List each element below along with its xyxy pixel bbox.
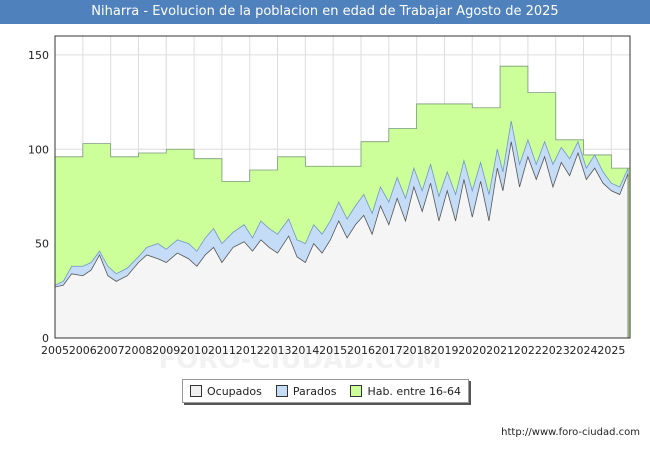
legend-swatch-parados [275, 385, 288, 397]
y-tick-label: 100 [28, 143, 49, 156]
legend: Ocupados Parados Hab. entre 16-64 [182, 379, 469, 403]
x-tick-label: 2020 [458, 344, 486, 357]
x-tick-label: 2019 [430, 344, 458, 357]
source-url: http://www.foro-ciudad.com [501, 427, 640, 438]
x-tick-label: 2017 [375, 344, 403, 357]
plot-frame [54, 35, 631, 339]
legend-item-ocupados: Ocupados [189, 384, 262, 398]
legend-item-hab: Hab. entre 16-64 [350, 385, 461, 398]
x-tick-label: 2005 [41, 344, 69, 357]
x-tick-label: 2016 [347, 344, 375, 357]
x-tick-label: 2006 [69, 344, 97, 357]
x-tick-label: 2007 [97, 344, 125, 357]
x-tick-label: 2014 [291, 344, 319, 357]
x-tick-label: 2010 [180, 344, 208, 357]
x-tick-label: 2022 [514, 344, 542, 357]
y-tick-label: 0 [42, 332, 49, 345]
x-axis-ticks: 2005 2006 2007 2008 2009 2010 2011 2012 2013 2014… [41, 344, 625, 357]
x-tick-label: 2015 [319, 344, 347, 357]
legend-label-ocupados: Ocupados [206, 384, 262, 398]
y-tick-label: 50 [35, 238, 49, 251]
chart-title: Niharra - Evolucion de la poblacion en e… [0, 0, 650, 24]
x-tick-label: 2025 [597, 344, 625, 357]
x-tick-label: 2024 [570, 344, 598, 357]
x-tick-label: 2021 [486, 344, 514, 357]
y-tick-label: 150 [28, 49, 49, 62]
x-tick-label: 2009 [152, 344, 180, 357]
ocupados-area [54, 141, 629, 339]
legend-swatch-ocupados [189, 385, 202, 397]
x-tick-label: 2011 [208, 344, 236, 357]
x-tick-label: 2018 [403, 344, 431, 357]
legend-item-parados: Parados [275, 384, 337, 398]
x-tick-label: 2013 [264, 344, 292, 357]
watermark: FORO-CIUDAD.COM [158, 345, 441, 375]
legend-label-hab: Hab. entre 16-64 [367, 384, 461, 398]
y-axis-ticks: 0 50 100 150 [28, 49, 49, 345]
legend-swatch-hab [350, 385, 363, 397]
x-tick-label: 2008 [124, 344, 152, 357]
x-tick-label: 2012 [236, 344, 264, 357]
legend-label-parados: Parados [292, 384, 337, 398]
x-tick-label: 2023 [542, 344, 570, 357]
